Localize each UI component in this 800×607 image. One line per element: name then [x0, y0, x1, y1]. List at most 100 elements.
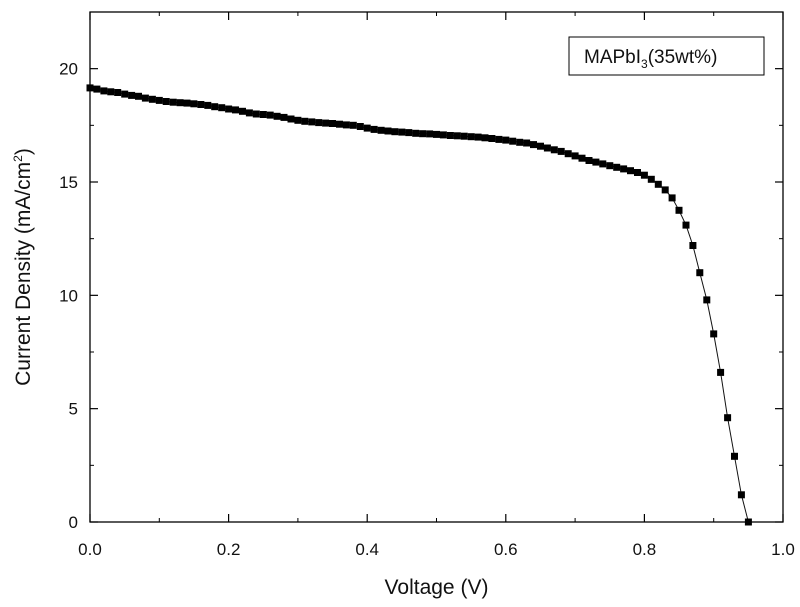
x-tick-label: 0.6 — [494, 540, 518, 559]
data-point — [211, 103, 219, 111]
data-point — [308, 118, 316, 126]
data-point — [488, 135, 496, 142]
data-point — [141, 94, 149, 102]
y-axis-title: Current Density (mA/cm2) — [11, 148, 35, 386]
data-point — [744, 518, 752, 526]
y-tick-label: 10 — [59, 286, 78, 305]
x-axis-ticks — [89, 12, 784, 522]
data-point — [384, 127, 392, 135]
data-point — [481, 134, 489, 142]
data-point — [446, 132, 454, 139]
data-point — [356, 123, 364, 130]
y-axis-tick-labels: 0 5 10 15 20 — [59, 60, 78, 532]
data-point — [543, 144, 551, 152]
data-point — [647, 175, 655, 183]
data-point — [176, 99, 184, 107]
data-point — [675, 206, 683, 214]
data-point — [239, 107, 246, 115]
y-tick-label: 15 — [59, 173, 78, 192]
series-markers — [86, 84, 752, 526]
y-tick-label: 20 — [59, 60, 78, 79]
data-point — [162, 98, 170, 105]
data-point — [377, 126, 385, 134]
data-point — [114, 89, 122, 96]
x-tick-label: 0.0 — [78, 540, 102, 559]
data-point — [585, 157, 593, 164]
data-point — [370, 125, 378, 133]
data-point — [294, 116, 302, 124]
data-point — [606, 162, 614, 170]
data-point — [259, 111, 267, 118]
data-point — [613, 163, 621, 171]
data-point — [155, 96, 163, 104]
data-point — [419, 130, 427, 138]
data-point — [703, 296, 711, 304]
data-point — [634, 169, 641, 176]
data-point — [731, 452, 738, 460]
data-point — [689, 242, 697, 249]
data-point — [148, 95, 156, 103]
data-point — [412, 129, 420, 137]
data-point — [405, 129, 413, 137]
data-point — [557, 147, 565, 155]
legend-box — [568, 36, 765, 76]
data-point — [252, 110, 260, 118]
data-point — [620, 165, 628, 173]
data-point — [218, 104, 226, 112]
data-point — [467, 133, 475, 141]
y-tick-label: 0 — [69, 513, 78, 532]
data-point — [696, 269, 704, 277]
data-point — [571, 152, 579, 160]
data-point — [578, 154, 586, 162]
data-point — [329, 120, 336, 127]
data-point — [564, 150, 572, 158]
data-point — [121, 90, 129, 98]
data-point — [460, 132, 468, 140]
data-point — [197, 101, 205, 108]
data-point — [627, 167, 634, 175]
data-point — [398, 128, 406, 136]
data-point — [474, 133, 482, 141]
data-point — [495, 135, 503, 143]
data-point — [391, 128, 399, 136]
data-point — [349, 121, 357, 129]
data-point — [640, 171, 648, 179]
data-point — [322, 119, 330, 127]
x-axis-title: Voltage (V) — [385, 576, 489, 599]
data-point — [245, 109, 253, 117]
data-point — [86, 84, 94, 92]
data-point — [516, 138, 524, 146]
data-point — [225, 105, 233, 113]
data-point — [668, 194, 676, 202]
y-tick-label: 5 — [69, 400, 78, 419]
legend-label: MAPbI3(35wt%) — [584, 47, 717, 71]
data-point — [232, 106, 239, 114]
data-point — [169, 98, 177, 106]
data-point — [315, 119, 323, 127]
plot-frame — [89, 11, 784, 523]
data-point — [599, 160, 607, 168]
data-point — [433, 130, 440, 138]
x-tick-label: 1.0 — [771, 540, 795, 559]
data-point — [737, 491, 745, 499]
legend: MAPbI3(35wt%) — [568, 36, 765, 76]
data-point — [439, 131, 447, 139]
x-tick-label: 0.2 — [217, 540, 241, 559]
data-point — [363, 124, 371, 132]
data-point — [661, 186, 669, 194]
x-tick-label: 0.4 — [355, 540, 379, 559]
data-point — [537, 142, 544, 150]
data-point — [266, 111, 274, 119]
data-point — [93, 85, 101, 93]
data-point — [724, 414, 732, 422]
series-line — [89, 87, 749, 523]
y-axis-ticks — [90, 11, 783, 523]
data-point — [453, 132, 461, 140]
data-point — [301, 117, 309, 125]
x-axis-tick-labels: 0.0 0.2 0.4 0.6 0.8 1.0 — [78, 540, 795, 559]
data-point — [426, 130, 434, 138]
data-point — [128, 91, 136, 99]
data-point — [287, 115, 295, 123]
data-point — [530, 141, 537, 149]
